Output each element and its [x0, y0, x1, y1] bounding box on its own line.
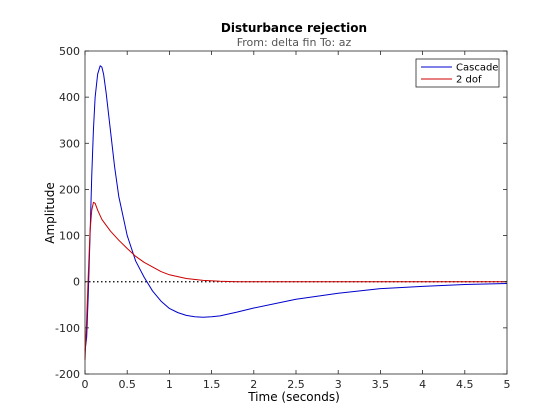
- y-tick-label: 300: [59, 137, 80, 150]
- y-tick-label: -100: [55, 322, 80, 335]
- legend-box: [415, 58, 500, 88]
- x-tick-label: 0.5: [118, 378, 136, 391]
- x-tick-label: 1: [166, 378, 173, 391]
- y-tick-label: 100: [59, 230, 80, 243]
- x-tick-label: 4: [419, 378, 426, 391]
- x-tick-label: 1.5: [203, 378, 221, 391]
- x-tick-label: 3: [335, 378, 342, 391]
- x-tick-label: 2: [250, 378, 257, 391]
- plot-area: [85, 51, 507, 374]
- y-tick-label: 500: [59, 45, 80, 58]
- chart-title: Disturbance rejection: [221, 21, 367, 35]
- y-tick-label: 400: [59, 91, 80, 104]
- x-tick-label: 3.5: [372, 378, 390, 391]
- series-line-2-dof: [84, 201, 507, 361]
- series-line-cascade: [84, 65, 508, 351]
- x-tick-label: 4.5: [456, 378, 474, 391]
- x-axis-label: Time (seconds): [247, 390, 340, 404]
- y-tick-label: 0: [73, 276, 80, 289]
- y-axis-label: Amplitude: [43, 182, 57, 244]
- y-tick-label: -200: [55, 368, 80, 381]
- legend-entry-label: Cascade: [456, 63, 498, 74]
- x-tick-label: 5: [504, 378, 511, 391]
- x-tick-label: 2.5: [287, 378, 305, 391]
- chart-subtitle: From: delta fin To: az: [237, 36, 352, 49]
- x-tick-label: 0: [82, 378, 89, 391]
- y-tick-label: 200: [59, 183, 80, 196]
- legend-entry-label: 2 dof: [456, 75, 482, 86]
